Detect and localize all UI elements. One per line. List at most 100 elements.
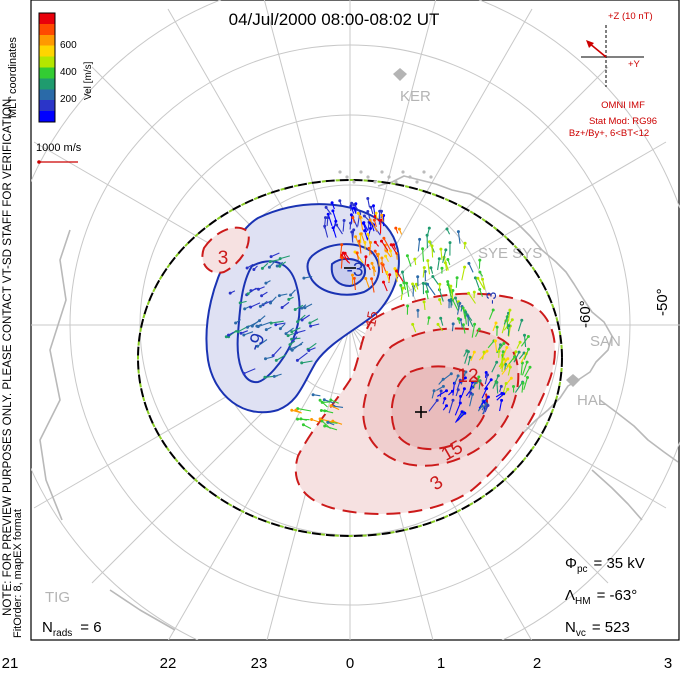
velocity-vectors <box>224 170 532 431</box>
velocity-vector-origin <box>363 241 367 244</box>
velocity-vector <box>432 276 439 285</box>
velocity-vector-origin <box>413 257 417 261</box>
velocity-vector-origin <box>478 258 482 262</box>
velocity-vector-origin <box>256 325 260 329</box>
velocity-vector-origin <box>459 394 463 398</box>
velocity-vector <box>481 396 489 405</box>
velocity-vector-origin <box>451 322 455 326</box>
velocity-vector-origin <box>501 357 505 361</box>
velocity-vector-origin <box>239 331 243 335</box>
velocity-vector-origin <box>429 266 433 270</box>
velocity-vector <box>285 327 294 335</box>
velocity-vector-origin <box>478 379 482 383</box>
velocity-vector-origin <box>425 290 429 294</box>
velocity-vector <box>456 303 461 315</box>
velocity-vector-origin <box>278 257 282 261</box>
velocity-vector <box>297 418 310 421</box>
velocity-vector <box>450 286 454 300</box>
velocity-vector <box>455 411 463 423</box>
velocity-vector <box>491 361 498 373</box>
velocity-vector <box>456 380 461 390</box>
velocity-vector-origin <box>484 371 488 374</box>
velocity-vector <box>296 329 306 334</box>
velocity-vector-origin <box>246 292 250 296</box>
velocity-vector-origin <box>397 227 401 231</box>
velocity-vector <box>381 240 389 251</box>
imf-clock: +Z (10 nT) +Y OMNI IMF Stat Mod: RG96 Bz… <box>569 11 657 139</box>
velocity-vector-origin <box>443 397 447 401</box>
velocity-vector <box>443 257 449 271</box>
velocity-vector-origin <box>496 374 500 378</box>
potential-extrema <box>344 267 427 418</box>
velocity-vector <box>453 375 459 385</box>
velocity-vector-origin <box>362 221 366 225</box>
velocity-vector-origin <box>518 340 522 344</box>
velocity-vector-origin <box>224 335 228 339</box>
velocity-vector <box>270 252 280 258</box>
velocity-vector-origin <box>504 382 508 385</box>
velocity-vector-origin <box>290 408 294 412</box>
velocity-vector-origin <box>495 360 499 364</box>
velocity-vector <box>482 404 488 415</box>
velocity-vector-origin <box>481 277 484 281</box>
velocity-vector-origin <box>380 209 383 213</box>
velocity-vector-origin <box>252 268 256 271</box>
velocity-vector <box>390 244 398 255</box>
velocity-vector-origin <box>523 333 526 337</box>
velocity-vector-origin <box>456 388 460 392</box>
velocity-vector-origin <box>330 201 334 205</box>
velocity-vector <box>464 351 469 364</box>
velocity-vector-origin <box>463 411 467 415</box>
velocity-vector <box>257 339 268 347</box>
velocity-vector-origin <box>486 373 489 377</box>
velocity-vector <box>332 221 337 232</box>
mlt-tick-1: 1 <box>437 655 445 672</box>
velocity-vector-origin <box>370 261 374 265</box>
velocity-vector <box>494 340 498 352</box>
velocity-vector-origin <box>293 308 297 311</box>
velocity-vector-origin <box>342 219 346 222</box>
velocity-vector-origin <box>352 203 356 207</box>
imf-conditions: Bz+/By+, 6<BT<12 <box>569 128 649 139</box>
velocity-vector-origin <box>369 205 373 209</box>
velocity-vector-origin <box>274 323 278 327</box>
velocity-vector-origin <box>448 241 452 245</box>
velocity-vector-origin <box>372 204 375 208</box>
velocity-vector <box>438 289 444 302</box>
velocity-vector <box>462 307 466 319</box>
velocity-vector-origin <box>455 276 459 280</box>
velocity-vector <box>469 394 474 407</box>
velocity-vector-origin <box>461 306 465 310</box>
station-marker-hal <box>566 374 580 387</box>
imf-y-label: +Y <box>628 59 641 70</box>
velocity-vector-origin <box>308 321 312 325</box>
velocity-vector-origin <box>268 260 272 264</box>
velocity-vector <box>290 343 303 350</box>
colorbar-tick-400: 400 <box>60 67 77 78</box>
velocity-vector-origin <box>228 291 232 295</box>
velocity-vector-origin <box>463 376 467 380</box>
velocity-vector-origin <box>243 307 247 311</box>
velocity-vector <box>262 300 272 306</box>
velocity-vector-origin <box>238 301 242 305</box>
velocity-vector-origin <box>329 398 333 402</box>
velocity-vector-origin <box>274 358 278 362</box>
velocity-vector-origin <box>446 258 450 261</box>
velocity-vector-origin <box>473 322 477 326</box>
velocity-vector <box>428 400 438 412</box>
contour-label-3-left: 3 <box>218 248 229 269</box>
velocity-vector <box>383 238 391 251</box>
velocity-vector <box>447 284 452 299</box>
velocity-vector <box>468 263 474 273</box>
velocity-vector-origin <box>528 365 532 369</box>
velocity-vector <box>456 412 466 422</box>
velocity-vector-origin <box>307 349 311 352</box>
velocity-vector-origin <box>349 213 353 217</box>
velocity-vector-origin <box>338 199 342 203</box>
plot-frame <box>30 0 680 641</box>
velocity-vector-origin <box>491 308 495 312</box>
velocity-vector-origin <box>388 273 392 277</box>
velocity-vector-origin <box>445 389 448 393</box>
mlt-tick-0: 0 <box>346 655 354 672</box>
velocity-vector-origin <box>426 259 430 263</box>
